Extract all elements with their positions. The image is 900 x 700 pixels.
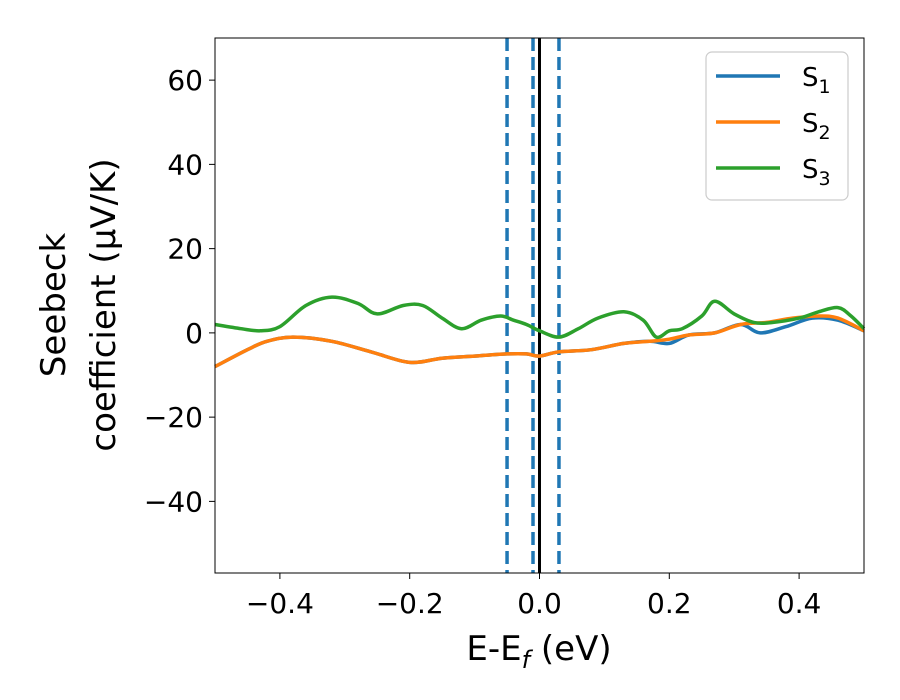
y-tick-label: 0 [185, 317, 203, 350]
x-tick-label: −0.2 [376, 587, 444, 620]
x-tick-label: 0.0 [517, 587, 562, 620]
legend-label-s1: S1 [802, 63, 831, 98]
x-tick-label: 0.4 [777, 587, 822, 620]
y-axis-ticks: −40 −20 0 20 40 60 [144, 64, 215, 518]
vertical-reference-lines [505, 38, 561, 573]
legend-label-s3: S3 [802, 155, 831, 190]
y-tick-label: 60 [167, 64, 203, 97]
x-axis-label: E-Ef (eV) [466, 629, 611, 674]
y-axis-label: Seebeck coefficient (μV/K) [34, 158, 124, 451]
legend-label-s2: S2 [802, 109, 831, 144]
x-tick-label: −0.4 [246, 587, 314, 620]
y-tick-label: −20 [144, 401, 203, 434]
x-tick-label: 0.2 [647, 587, 692, 620]
series-layer [214, 295, 866, 369]
legend: S1 S2 S3 [705, 51, 849, 201]
legend-box [705, 51, 849, 201]
series-line-s3 [214, 295, 866, 340]
y-axis-label-line2: coefficient (μV/K) [84, 158, 124, 451]
y-tick-label: −40 [144, 485, 203, 518]
y-tick-label: 20 [167, 233, 203, 266]
y-axis-label-line1: Seebeck [34, 233, 74, 378]
x-axis-ticks: −0.4 −0.2 0.0 0.2 0.4 [246, 573, 821, 620]
y-tick-label: 40 [167, 148, 203, 181]
